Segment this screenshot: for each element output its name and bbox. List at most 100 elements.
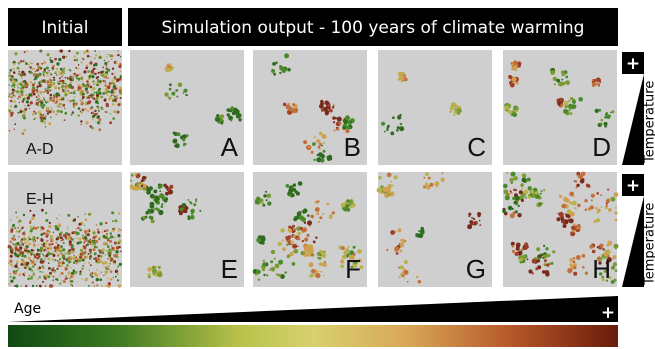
panel-letter: B <box>344 132 361 162</box>
vegetation-dot <box>578 175 583 180</box>
vegetation-dot <box>94 252 97 255</box>
simulation-panel: D <box>503 50 617 165</box>
vegetation-dot <box>30 253 32 255</box>
vegetation-dot <box>54 58 57 61</box>
vegetation-dot <box>10 251 13 254</box>
vegetation-dot <box>91 93 93 95</box>
vegetation-dot <box>54 86 57 89</box>
vegetation-dot <box>400 123 403 126</box>
vegetation-dot <box>103 266 105 268</box>
vegetation-dot <box>71 251 74 254</box>
vegetation-dot <box>26 100 29 103</box>
vegetation-dot <box>57 110 60 113</box>
vegetation-dot <box>327 156 330 159</box>
vegetation-dot <box>95 73 97 75</box>
vegetation-dot <box>332 211 335 214</box>
vegetation-dot <box>86 255 88 257</box>
vegetation-dot <box>78 255 79 256</box>
vegetation-dot <box>309 274 313 278</box>
vegetation-dot <box>94 272 97 275</box>
vegetation-dot <box>397 228 401 232</box>
vegetation-dot <box>53 254 56 257</box>
vegetation-dot <box>614 192 619 197</box>
vegetation-dot <box>98 72 100 74</box>
vegetation-dot <box>17 98 19 100</box>
vegetation-dot <box>20 90 22 92</box>
vegetation-dot <box>16 216 18 218</box>
vegetation-dot <box>131 174 134 177</box>
vegetation-dot <box>608 208 612 212</box>
vegetation-dot <box>32 84 34 86</box>
vegetation-dot <box>23 129 26 132</box>
vegetation-dot <box>312 142 316 146</box>
vegetation-dot <box>69 87 71 89</box>
vegetation-dot <box>33 272 35 274</box>
vegetation-dot <box>42 281 44 283</box>
vegetation-dot <box>36 69 39 72</box>
vegetation-dot <box>17 67 20 70</box>
vegetation-dot <box>576 255 581 260</box>
vegetation-dot <box>113 99 114 100</box>
vegetation-dot <box>112 79 114 81</box>
vegetation-dot <box>44 120 46 122</box>
vegetation-dot <box>532 259 537 264</box>
vegetation-dot <box>402 78 404 80</box>
vegetation-dot <box>176 96 178 98</box>
vegetation-dot <box>276 273 278 275</box>
vegetation-dot <box>294 228 296 230</box>
vegetation-dot <box>108 78 109 79</box>
vegetation-dot <box>307 250 309 252</box>
vegetation-dot <box>297 246 299 248</box>
vegetation-dot <box>99 274 100 275</box>
vegetation-dot <box>96 97 98 99</box>
vegetation-dot <box>77 68 79 70</box>
vegetation-dot <box>14 285 16 287</box>
vegetation-dot <box>145 177 147 179</box>
vegetation-dot <box>105 267 108 270</box>
vegetation-dot <box>388 194 390 196</box>
vegetation-dot <box>38 81 41 84</box>
vegetation-dot <box>90 107 93 110</box>
vegetation-dot <box>105 111 107 113</box>
vegetation-dot <box>43 114 44 115</box>
vegetation-dot <box>17 85 19 87</box>
panel-letter: G <box>466 254 486 284</box>
vegetation-dot <box>53 251 55 253</box>
vegetation-dot <box>71 238 73 240</box>
vegetation-dot <box>61 70 62 71</box>
vegetation-dot <box>149 186 153 190</box>
vegetation-dot <box>221 122 224 125</box>
vegetation-dot <box>13 84 14 85</box>
vegetation-dot <box>14 52 17 55</box>
vegetation-dot <box>605 206 608 209</box>
vegetation-dot <box>311 269 315 273</box>
vegetation-dot <box>9 260 12 263</box>
vegetation-dot <box>453 114 455 116</box>
vegetation-dot <box>39 101 40 102</box>
vegetation-dot <box>56 249 58 251</box>
vegetation-dot <box>108 268 110 270</box>
vegetation-dot <box>19 224 20 225</box>
vegetation-dot <box>79 271 81 273</box>
vegetation-dot <box>37 249 40 252</box>
vegetation-dot <box>398 72 402 76</box>
vegetation-dot <box>88 97 90 99</box>
vegetation-dot <box>12 266 13 267</box>
age-color-bar <box>8 325 618 347</box>
vegetation-dot <box>517 213 521 217</box>
vegetation-dot <box>94 57 95 58</box>
vegetation-dot <box>289 252 293 256</box>
vegetation-dot <box>111 247 113 249</box>
vegetation-dot <box>89 249 92 252</box>
vegetation-dot <box>72 80 73 81</box>
vegetation-dot <box>421 227 424 230</box>
vegetation-dot <box>23 111 26 114</box>
vegetation-dot <box>326 109 328 111</box>
vegetation-dot <box>15 251 16 252</box>
vegetation-dot <box>135 173 138 176</box>
vegetation-dot <box>199 210 201 212</box>
vegetation-dot <box>288 188 293 193</box>
vegetation-dot <box>31 249 33 251</box>
vegetation-dot <box>13 235 15 237</box>
vegetation-dot <box>345 115 350 120</box>
